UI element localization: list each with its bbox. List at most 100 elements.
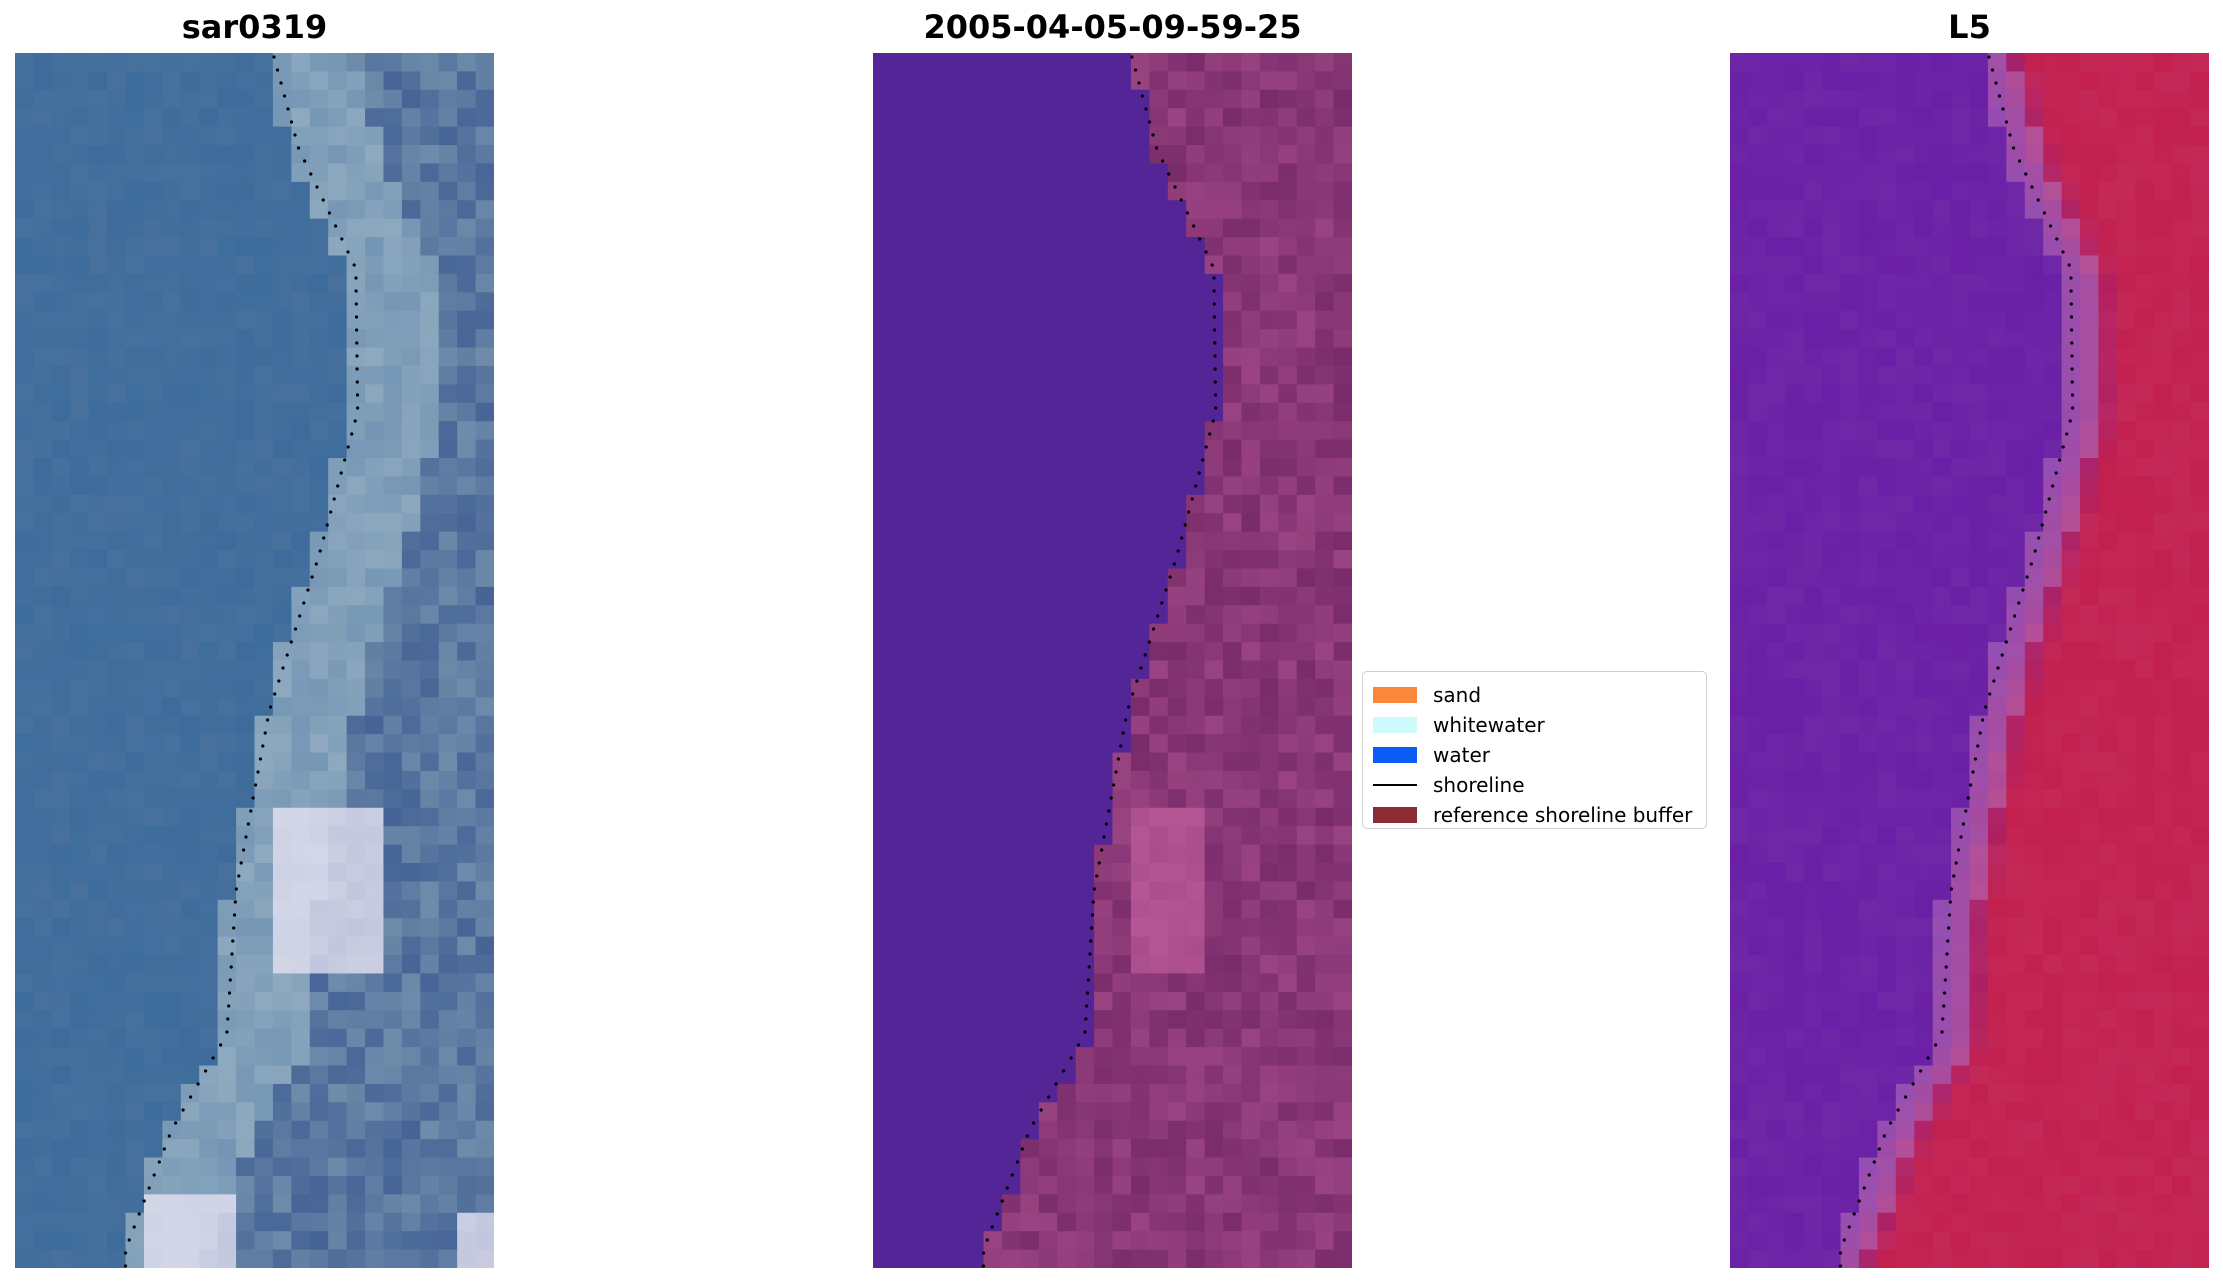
image-pixel [891, 1084, 910, 1103]
image-pixel [181, 1029, 200, 1048]
image-pixel [236, 1158, 255, 1177]
image-pixel [1859, 937, 1878, 956]
image-pixel [1223, 53, 1242, 72]
shoreline-point [281, 666, 284, 669]
image-pixel [1241, 1158, 1260, 1177]
image-pixel [199, 127, 218, 146]
image-pixel [1730, 421, 1749, 440]
image-pixel [236, 771, 255, 790]
image-pixel [1785, 550, 1804, 569]
image-pixel [1988, 329, 2007, 348]
image-pixel [52, 366, 71, 385]
image-pixel [1168, 900, 1187, 919]
image-pixel [1002, 789, 1021, 808]
image-pixel [1988, 237, 2007, 256]
image-pixel [1168, 182, 1187, 201]
image-pixel [255, 1121, 274, 1140]
image-pixel [1241, 808, 1260, 827]
image-pixel [1278, 1121, 1297, 1140]
shoreline-point [273, 692, 276, 695]
image-pixel [1951, 624, 1970, 643]
image-pixel [928, 697, 947, 716]
image-pixel [199, 937, 218, 956]
image-pixel [2172, 421, 2191, 440]
image-pixel [1297, 145, 1316, 164]
image-pixel [1186, 532, 1205, 551]
image-pixel [33, 403, 52, 422]
image-pixel [365, 1158, 384, 1177]
image-pixel [1896, 568, 1915, 587]
image-pixel [891, 716, 910, 735]
image-pixel [1076, 145, 1095, 164]
image-pixel [420, 348, 439, 367]
image-pixel [1315, 716, 1334, 735]
image-pixel [236, 421, 255, 440]
image-pixel [1914, 568, 1933, 587]
image-pixel [383, 127, 402, 146]
image-pixel [947, 900, 966, 919]
image-pixel [1767, 734, 1786, 753]
image-pixel [1076, 1121, 1095, 1140]
image-pixel [891, 937, 910, 956]
image-pixel [1168, 90, 1187, 109]
image-pixel [328, 955, 347, 974]
image-pixel [1951, 200, 1970, 219]
image-pixel [347, 90, 366, 109]
image-pixel [2043, 384, 2062, 403]
image-pixel [1297, 1176, 1316, 1195]
shoreline-point [991, 1225, 994, 1228]
image-pixel [181, 1102, 200, 1121]
image-pixel [891, 145, 910, 164]
image-pixel [1020, 918, 1039, 937]
image-pixel [1988, 716, 2007, 735]
image-pixel [310, 145, 329, 164]
image-pixel [1094, 495, 1113, 514]
image-pixel [310, 237, 329, 256]
image-pixel [1186, 1102, 1205, 1121]
image-pixel [107, 1102, 126, 1121]
image-pixel [365, 53, 384, 72]
image-pixel [2154, 734, 2173, 753]
image-pixel [2098, 881, 2117, 900]
image-pixel [2117, 992, 2136, 1011]
image-pixel [1315, 937, 1334, 956]
image-pixel [1297, 329, 1316, 348]
image-pixel [2154, 661, 2173, 680]
image-pixel [218, 1139, 237, 1158]
image-pixel [33, 624, 52, 643]
image-pixel [328, 237, 347, 256]
image-pixel [181, 605, 200, 624]
image-pixel [1094, 1029, 1113, 1048]
image-pixel [15, 881, 34, 900]
image-pixel [1149, 256, 1168, 275]
image-pixel [2098, 937, 2117, 956]
image-pixel [199, 384, 218, 403]
image-pixel [1804, 53, 1823, 72]
image-pixel [126, 256, 145, 275]
image-pixel [2098, 734, 2117, 753]
image-pixel [162, 1084, 181, 1103]
image-pixel [1859, 476, 1878, 495]
image-pixel [457, 256, 476, 275]
image-pixel [1149, 642, 1168, 661]
image-pixel [1970, 274, 1989, 293]
image-pixel [1113, 1121, 1132, 1140]
image-pixel [1020, 1250, 1039, 1268]
image-pixel [1002, 1231, 1021, 1250]
image-pixel [2191, 661, 2209, 680]
image-pixel [1785, 421, 1804, 440]
image-pixel [1057, 256, 1076, 275]
image-pixel [1094, 734, 1113, 753]
image-pixel [1260, 292, 1279, 311]
image-pixel [1877, 403, 1896, 422]
image-pixel [2043, 900, 2062, 919]
image-pixel [1748, 789, 1767, 808]
image-pixel [1315, 826, 1334, 845]
image-pixel [1822, 734, 1841, 753]
image-pixel [1933, 513, 1952, 532]
image-pixel [2080, 108, 2099, 127]
image-pixel [2025, 274, 2044, 293]
image-pixel [2098, 863, 2117, 882]
image-pixel [1297, 1121, 1316, 1140]
image-pixel [1020, 384, 1039, 403]
